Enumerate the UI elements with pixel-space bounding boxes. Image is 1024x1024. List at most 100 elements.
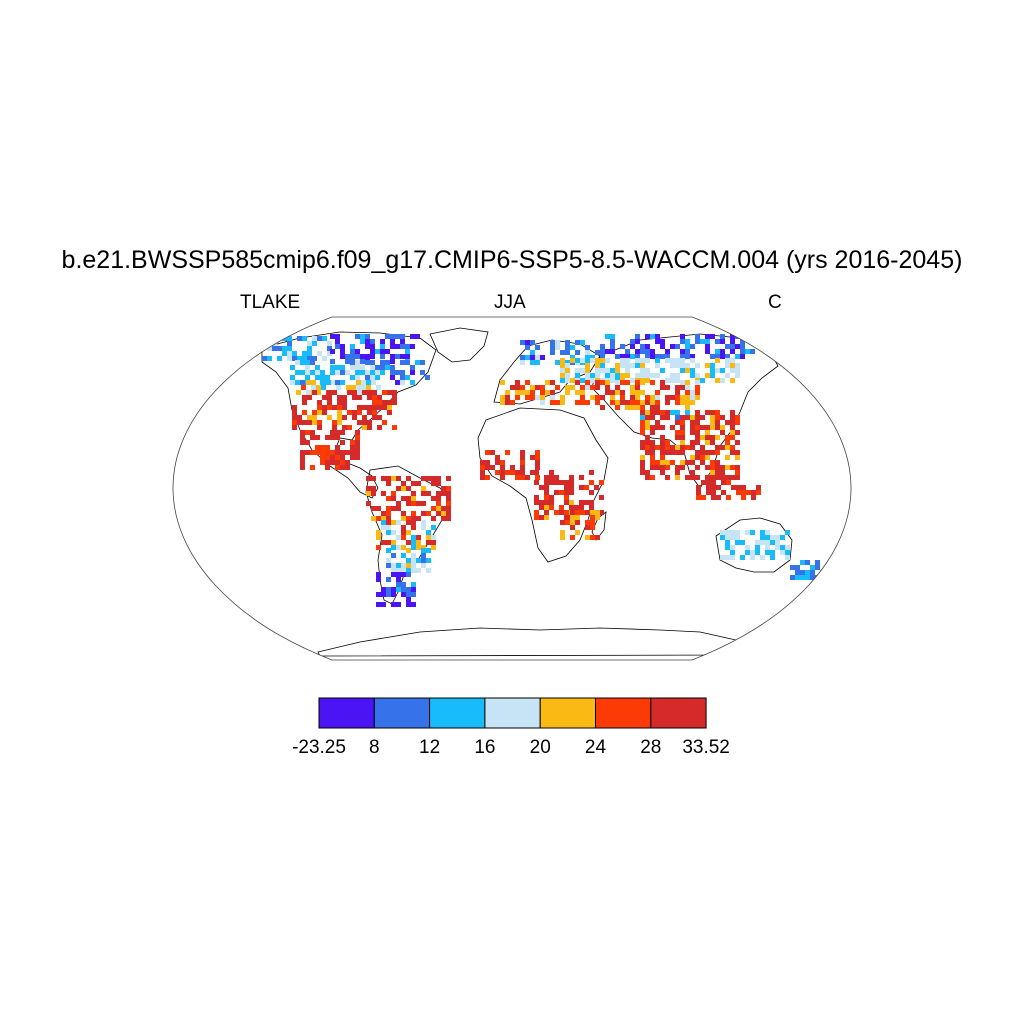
data-cell	[416, 540, 421, 545]
data-cell	[370, 365, 375, 370]
data-cell	[585, 380, 590, 385]
data-cell	[600, 395, 605, 400]
data-cell	[745, 545, 750, 550]
data-cell	[500, 380, 505, 385]
data-cell	[355, 445, 360, 450]
data-cell	[795, 575, 800, 580]
data-cell	[650, 334, 655, 339]
data-cell	[357, 395, 362, 400]
data-cell	[347, 390, 352, 395]
data-cell	[600, 349, 605, 354]
data-cell	[396, 577, 401, 582]
data-cell	[685, 410, 690, 415]
data-cell	[785, 545, 790, 550]
data-cell	[411, 558, 416, 563]
data-cell	[575, 400, 580, 405]
data-cell	[396, 520, 401, 525]
data-cell	[735, 470, 740, 475]
data-cell	[277, 346, 282, 351]
data-cell	[705, 475, 710, 480]
data-cell	[810, 575, 815, 580]
data-cell	[337, 410, 342, 415]
data-cell	[426, 530, 431, 535]
data-cell	[780, 545, 785, 550]
data-cell	[755, 540, 760, 545]
data-cell	[406, 572, 411, 577]
data-cell	[725, 435, 730, 440]
data-cell	[575, 520, 580, 525]
data-cell	[575, 515, 580, 520]
data-cell	[406, 496, 411, 501]
data-cell	[630, 385, 635, 390]
data-cell	[544, 490, 549, 495]
data-cell	[565, 350, 570, 355]
data-cell	[352, 390, 357, 395]
data-cell	[700, 450, 705, 455]
data-cell	[411, 563, 416, 568]
data-cell	[360, 354, 365, 359]
data-cell	[579, 505, 584, 510]
data-cell	[715, 415, 720, 420]
data-cell	[560, 400, 565, 405]
data-cell	[510, 400, 515, 405]
data-cell	[670, 378, 675, 383]
data-cell	[675, 410, 680, 415]
data-cell	[610, 400, 615, 405]
data-cell	[305, 370, 310, 375]
data-cell	[534, 515, 539, 520]
data-cell	[615, 363, 620, 368]
data-cell	[731, 485, 736, 490]
data-cell	[630, 344, 635, 349]
data-cell	[650, 373, 655, 378]
data-cell	[705, 440, 710, 445]
colorbar-tick-label: 24	[585, 737, 607, 758]
data-cell	[630, 400, 635, 405]
data-cell	[317, 336, 322, 341]
data-cell	[665, 358, 670, 363]
data-cell	[720, 555, 725, 560]
data-cell	[525, 395, 530, 400]
data-cell	[585, 520, 590, 525]
data-cell	[550, 350, 555, 355]
data-cell	[575, 510, 580, 515]
data-cell	[625, 380, 630, 385]
data-cell	[401, 511, 406, 516]
data-cell	[515, 475, 520, 480]
data-cell	[300, 430, 305, 435]
data-cell	[411, 535, 416, 540]
data-cell	[595, 400, 600, 405]
data-cell	[400, 380, 405, 385]
data-cell	[337, 415, 342, 420]
data-cell	[599, 495, 604, 500]
data-cell	[775, 540, 780, 545]
data-cell	[675, 415, 680, 420]
data-cell	[570, 510, 575, 515]
data-cell	[321, 385, 326, 390]
data-cell	[411, 520, 416, 525]
data-cell	[740, 555, 745, 560]
data-cell	[685, 363, 690, 368]
data-cell	[535, 355, 540, 360]
data-cell	[650, 425, 655, 430]
data-cell	[480, 465, 485, 470]
data-cell	[495, 455, 500, 460]
data-cell	[585, 358, 590, 363]
data-cell	[675, 475, 680, 480]
data-cell	[745, 550, 750, 555]
data-cell	[520, 340, 525, 345]
data-cell	[559, 490, 564, 495]
data-cell	[366, 476, 371, 481]
data-cell	[381, 520, 386, 525]
data-cell	[730, 334, 735, 339]
data-cell	[337, 405, 342, 410]
data-cell	[401, 545, 406, 550]
data-cell	[590, 395, 595, 400]
data-cell	[411, 540, 416, 545]
data-cell	[610, 395, 615, 400]
data-cell	[287, 356, 292, 361]
data-cell	[406, 520, 411, 525]
data-cell	[680, 425, 685, 430]
data-cell	[650, 440, 655, 445]
data-cell	[305, 375, 310, 380]
data-cell	[725, 354, 730, 359]
